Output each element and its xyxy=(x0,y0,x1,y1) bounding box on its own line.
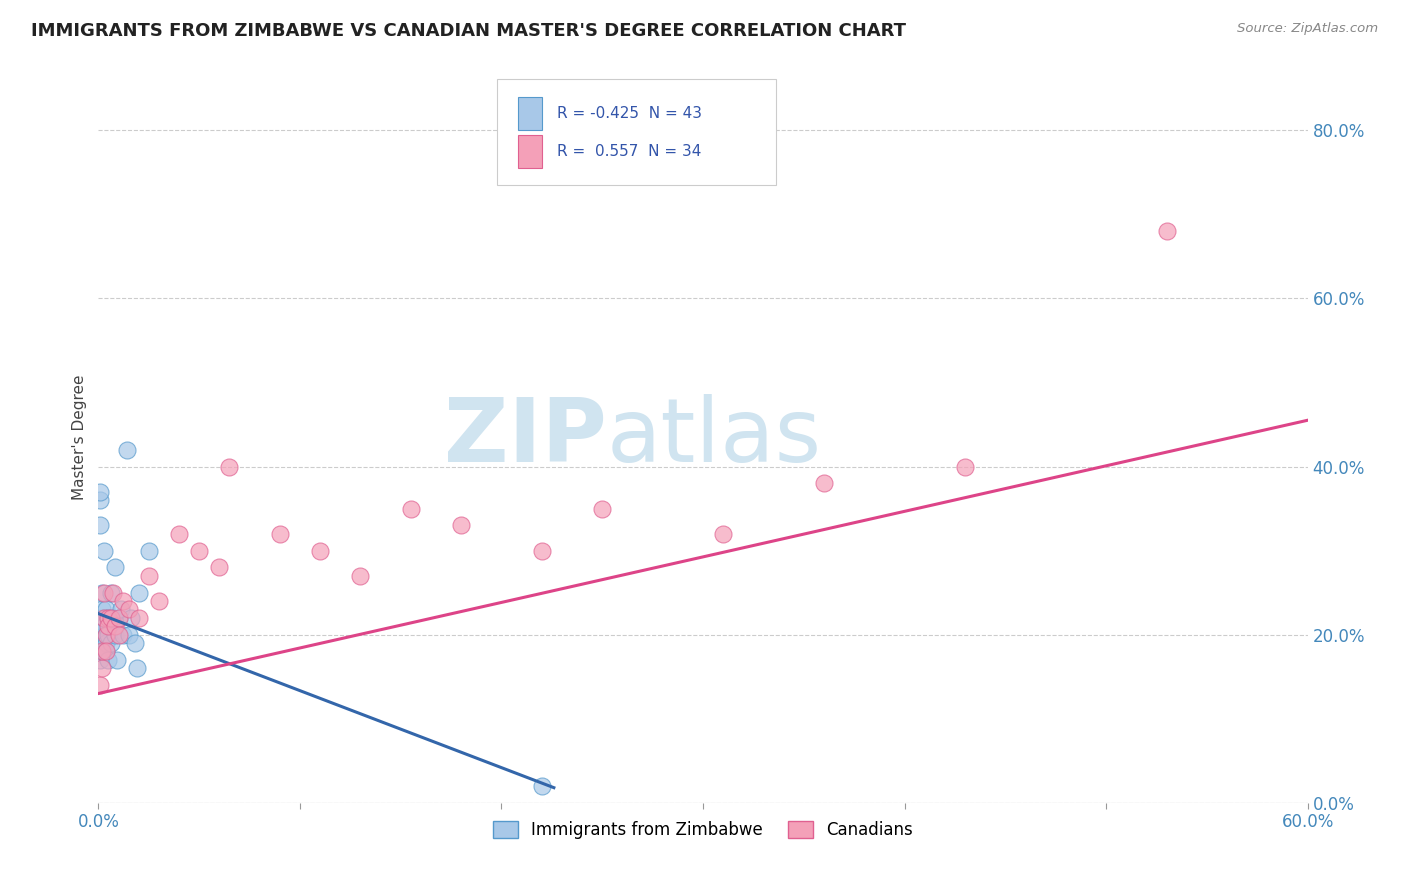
Point xyxy=(120,611,142,625)
Point xyxy=(93,611,115,625)
Point xyxy=(96,602,118,616)
Point xyxy=(93,627,115,641)
Point xyxy=(124,636,146,650)
Point xyxy=(91,602,114,616)
Point xyxy=(93,619,115,633)
Point xyxy=(269,526,291,541)
Point xyxy=(530,543,553,558)
Point xyxy=(138,569,160,583)
Point xyxy=(89,611,111,625)
Point xyxy=(188,543,211,558)
Point xyxy=(91,585,114,599)
Point xyxy=(118,627,141,641)
Point xyxy=(107,611,129,625)
Point xyxy=(89,627,111,641)
Point xyxy=(89,518,111,533)
Point xyxy=(138,543,160,558)
Text: Source: ZipAtlas.com: Source: ZipAtlas.com xyxy=(1237,22,1378,36)
Point xyxy=(97,627,120,641)
Point xyxy=(111,627,134,641)
Point xyxy=(591,501,613,516)
Point xyxy=(91,644,114,658)
Point xyxy=(89,678,111,692)
Bar xyxy=(517,96,543,129)
Point xyxy=(111,594,134,608)
Point xyxy=(1156,224,1178,238)
Point xyxy=(100,585,122,599)
Point xyxy=(93,585,115,599)
Point xyxy=(89,493,111,508)
Point xyxy=(101,611,124,625)
Y-axis label: Master's Degree: Master's Degree xyxy=(72,375,87,500)
Point xyxy=(91,627,114,641)
Point xyxy=(103,619,125,633)
Point xyxy=(118,602,141,616)
Point xyxy=(107,611,129,625)
Point xyxy=(100,611,122,625)
Point xyxy=(103,560,125,574)
Point xyxy=(89,484,111,499)
Text: ZIP: ZIP xyxy=(443,393,606,481)
Point xyxy=(97,653,120,667)
Point xyxy=(100,636,122,650)
Point xyxy=(148,594,170,608)
Point xyxy=(93,543,115,558)
Point xyxy=(711,526,734,541)
Point xyxy=(309,543,332,558)
FancyBboxPatch shape xyxy=(498,78,776,185)
Point xyxy=(96,636,118,650)
Point xyxy=(91,619,114,633)
Point xyxy=(218,459,240,474)
Point xyxy=(128,611,150,625)
Point xyxy=(349,569,371,583)
Point xyxy=(813,476,835,491)
Point xyxy=(91,619,114,633)
Bar xyxy=(517,136,543,169)
Point xyxy=(105,653,128,667)
Point xyxy=(96,644,118,658)
Point xyxy=(91,644,114,658)
Point xyxy=(399,501,422,516)
Point xyxy=(89,653,111,667)
Text: atlas: atlas xyxy=(606,393,821,481)
Legend: Immigrants from Zimbabwe, Canadians: Immigrants from Zimbabwe, Canadians xyxy=(486,814,920,846)
Point xyxy=(96,627,118,641)
Point xyxy=(96,627,118,641)
Text: R = -0.425  N = 43: R = -0.425 N = 43 xyxy=(557,105,702,120)
Point xyxy=(103,627,125,641)
Point xyxy=(530,779,553,793)
Point xyxy=(128,585,150,599)
Point xyxy=(97,619,120,633)
Point xyxy=(91,661,114,675)
Point xyxy=(93,644,115,658)
Point xyxy=(93,611,115,625)
Point xyxy=(208,560,231,574)
Point xyxy=(115,442,138,457)
Point xyxy=(93,611,115,625)
Point xyxy=(450,518,472,533)
Point xyxy=(110,602,132,616)
Point xyxy=(97,611,120,625)
Text: IMMIGRANTS FROM ZIMBABWE VS CANADIAN MASTER'S DEGREE CORRELATION CHART: IMMIGRANTS FROM ZIMBABWE VS CANADIAN MAS… xyxy=(31,22,905,40)
Point xyxy=(101,585,124,599)
Text: R =  0.557  N = 34: R = 0.557 N = 34 xyxy=(557,145,702,160)
Point xyxy=(107,627,129,641)
Point xyxy=(167,526,190,541)
Point xyxy=(953,459,976,474)
Point xyxy=(125,661,148,675)
Point xyxy=(91,636,114,650)
Point xyxy=(97,611,120,625)
Point xyxy=(96,644,118,658)
